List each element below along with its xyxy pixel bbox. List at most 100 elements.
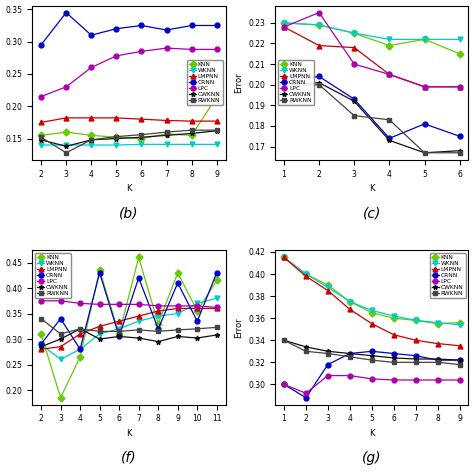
LPC xyxy=(136,301,142,307)
LPC xyxy=(194,303,200,309)
LPC xyxy=(347,373,353,378)
LMPNN xyxy=(422,84,428,90)
CRNN xyxy=(136,275,142,281)
LPC xyxy=(77,301,83,306)
KNN xyxy=(391,315,397,321)
LMPNN xyxy=(303,273,309,279)
CRNN xyxy=(303,395,309,401)
LMPNN xyxy=(64,115,69,121)
CWKNN xyxy=(155,339,161,345)
LMPNN xyxy=(457,343,463,348)
Line: CRNN: CRNN xyxy=(282,349,462,400)
CRNN xyxy=(214,270,219,275)
Legend: KNN, WKNN, LMPNN, CRNN, LPC, CWKNN, RWKNN: KNN, WKNN, LMPNN, CRNN, LPC, CWKNN, RWKN… xyxy=(278,60,314,105)
CWKNN xyxy=(194,335,200,341)
LMPNN xyxy=(351,45,357,50)
WKNN xyxy=(457,36,463,42)
WKNN xyxy=(175,310,181,316)
CRNN xyxy=(189,23,194,28)
CRNN xyxy=(369,348,374,354)
Text: (g): (g) xyxy=(362,451,382,465)
WKNN xyxy=(38,341,44,347)
WKNN xyxy=(347,299,353,304)
LMPNN xyxy=(175,306,181,311)
Line: WKNN: WKNN xyxy=(39,142,219,147)
RWKNN xyxy=(214,128,219,133)
LMPNN xyxy=(413,337,419,343)
CWKNN xyxy=(189,130,194,136)
WKNN xyxy=(214,142,219,147)
CRNN xyxy=(386,136,392,141)
KNN xyxy=(316,22,322,28)
RWKNN xyxy=(214,325,219,330)
LPC xyxy=(164,45,169,51)
Line: CRNN: CRNN xyxy=(39,270,219,352)
CRNN xyxy=(413,353,419,358)
Text: (f): (f) xyxy=(121,451,137,465)
WKNN xyxy=(194,301,200,306)
LPC xyxy=(116,301,122,307)
LPC xyxy=(303,391,309,396)
KNN xyxy=(386,43,392,48)
RWKNN xyxy=(457,362,463,367)
Legend: KNN, WKNN, LMPNN, CRNN, LPC, CWKNN, RWKNN: KNN, WKNN, LMPNN, CRNN, LPC, CWKNN, RWKN… xyxy=(35,254,71,298)
WKNN xyxy=(58,356,64,362)
CRNN xyxy=(64,10,69,16)
CRNN xyxy=(155,326,161,332)
WKNN xyxy=(138,142,144,147)
Y-axis label: Error: Error xyxy=(234,317,243,338)
KNN xyxy=(138,136,144,141)
KNN xyxy=(194,308,200,314)
CRNN xyxy=(175,280,181,286)
Y-axis label: Error: Error xyxy=(234,73,243,93)
LPC xyxy=(89,64,94,70)
LPC xyxy=(413,377,419,383)
CRNN xyxy=(194,319,200,324)
LMPNN xyxy=(369,321,374,327)
WKNN xyxy=(351,30,357,36)
CRNN xyxy=(89,32,94,38)
KNN xyxy=(303,271,309,277)
RWKNN xyxy=(281,82,287,88)
LMPNN xyxy=(164,118,169,123)
CWKNN xyxy=(422,150,428,155)
KNN xyxy=(281,20,287,26)
LMPNN xyxy=(189,118,194,124)
LPC xyxy=(113,53,119,59)
Text: (b): (b) xyxy=(119,206,139,220)
RWKNN xyxy=(316,82,322,88)
KNN xyxy=(97,267,102,273)
LMPNN xyxy=(38,119,44,125)
KNN xyxy=(325,282,331,288)
Line: RWKNN: RWKNN xyxy=(282,82,462,155)
LPC xyxy=(38,298,44,304)
WKNN xyxy=(214,295,219,301)
Line: RWKNN: RWKNN xyxy=(282,338,462,367)
LPC xyxy=(457,377,463,383)
KNN xyxy=(175,270,181,275)
LMPNN xyxy=(97,323,102,329)
LMPNN xyxy=(38,346,44,352)
Line: LPC: LPC xyxy=(282,10,462,89)
LPC xyxy=(316,10,322,16)
KNN xyxy=(164,131,169,137)
LMPNN xyxy=(138,116,144,122)
RWKNN xyxy=(422,150,428,155)
KNN xyxy=(116,331,122,337)
X-axis label: K: K xyxy=(126,184,132,193)
LPC xyxy=(175,303,181,309)
RWKNN xyxy=(435,359,440,365)
KNN xyxy=(214,94,219,100)
KNN xyxy=(58,395,64,401)
LMPNN xyxy=(316,43,322,48)
CRNN xyxy=(77,346,83,352)
Line: LPC: LPC xyxy=(39,298,219,310)
LPC xyxy=(435,377,440,383)
Line: LPC: LPC xyxy=(39,46,219,99)
CWKNN xyxy=(435,356,440,362)
CRNN xyxy=(281,382,287,387)
CRNN xyxy=(214,23,219,28)
WKNN xyxy=(281,255,287,260)
CWKNN xyxy=(303,344,309,350)
CWKNN xyxy=(64,144,69,149)
